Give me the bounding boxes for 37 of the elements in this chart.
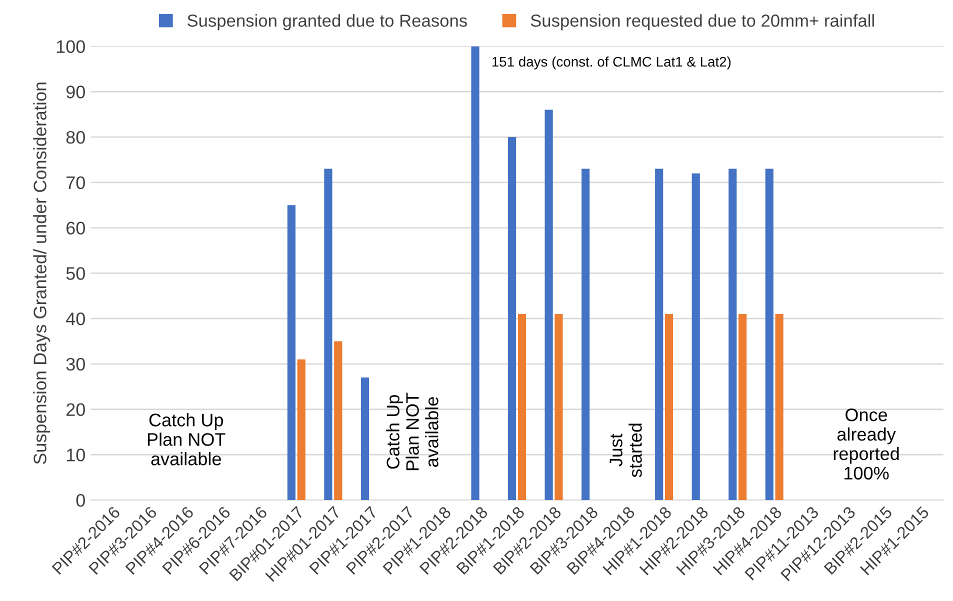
bar: [324, 168, 332, 500]
annotation: 151 days (const. of CLMC Lat1 & Lat2): [492, 56, 731, 70]
bar: [765, 168, 774, 500]
legend-label: Suspension requested due to 20mm+ rainfall: [530, 14, 874, 30]
y-axis-title: Suspension Days Granted/ under Consideration: [33, 82, 50, 464]
bar: [582, 168, 590, 500]
legend-label: Suspension granted due to Reasons: [188, 14, 467, 30]
y-tick-label: 70: [66, 176, 85, 190]
bar: [334, 341, 342, 500]
bar: [728, 168, 737, 500]
bar: [518, 314, 526, 500]
annotation: Catch Up Plan NOT available: [148, 413, 226, 466]
annotation: Just started: [610, 424, 642, 478]
y-tick-label: 60: [66, 222, 85, 234]
y-tick-label: 90: [66, 86, 85, 98]
bar: [692, 173, 700, 500]
y-tick-label: 80: [66, 130, 85, 144]
bar: [297, 359, 306, 500]
bar: [360, 378, 370, 500]
y-tick-label: 0: [76, 494, 85, 507]
bar: [544, 110, 553, 500]
bar: [554, 314, 563, 500]
bar: [664, 314, 674, 500]
annotation: Once already reported 100%: [834, 408, 899, 480]
y-tick-label: 30: [66, 358, 85, 371]
y-tick-label: 40: [66, 312, 85, 326]
bar: [655, 168, 664, 500]
y-tick-label: 20: [66, 403, 85, 416]
annotation: Catch Up Plan NOT available: [386, 392, 438, 470]
bar: [471, 46, 480, 500]
bar: [775, 314, 784, 500]
bar: [508, 137, 516, 500]
y-tick-label: 10: [66, 448, 85, 462]
y-tick-label: 50: [66, 267, 85, 280]
bar: [287, 205, 296, 500]
y-tick-label: 100: [56, 40, 85, 53]
bar: [738, 314, 747, 500]
